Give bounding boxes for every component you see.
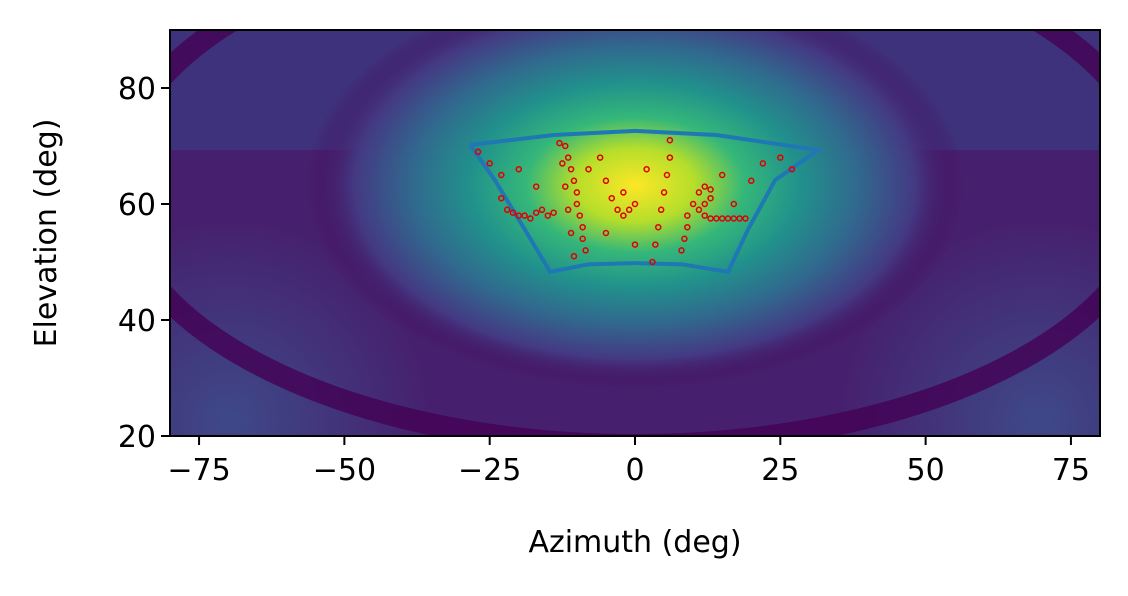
- point: [730, 215, 738, 222]
- point: [486, 160, 493, 167]
- point: [684, 223, 691, 231]
- point: [521, 212, 528, 219]
- point: [474, 148, 482, 156]
- point: [684, 212, 691, 219]
- point: [562, 183, 569, 190]
- point: [643, 165, 650, 173]
- plot-marks: [468, 128, 824, 275]
- point: [695, 206, 703, 214]
- point: [695, 189, 703, 196]
- point: [562, 142, 569, 150]
- heatmap: [170, 30, 1100, 436]
- point: [515, 212, 522, 219]
- point: [730, 200, 738, 208]
- point: [707, 194, 714, 202]
- point: [724, 215, 732, 222]
- point: [620, 212, 627, 219]
- point: [652, 241, 659, 248]
- point: [678, 247, 685, 254]
- point: [564, 206, 572, 214]
- point: [625, 206, 633, 214]
- point: [573, 189, 581, 196]
- point: [579, 235, 586, 243]
- point: [608, 194, 615, 202]
- outline: [468, 128, 824, 275]
- y-tick-label: 40: [118, 304, 156, 339]
- point: [631, 200, 639, 208]
- point: [707, 215, 714, 222]
- point: [602, 177, 610, 185]
- x-tick-label: 0: [625, 453, 644, 488]
- point: [707, 186, 714, 193]
- point: [567, 229, 575, 237]
- point: [570, 177, 578, 185]
- point: [788, 165, 796, 173]
- point: [777, 154, 784, 161]
- point: [614, 206, 621, 214]
- point: [701, 212, 708, 219]
- point: [718, 215, 726, 222]
- x-tick-label: −25: [458, 453, 521, 488]
- x-axis-label: Azimuth (deg): [528, 525, 741, 560]
- point: [579, 223, 586, 231]
- point: [663, 171, 671, 179]
- point: [556, 139, 563, 147]
- point: [509, 209, 517, 216]
- point: [736, 215, 743, 222]
- point: [718, 171, 726, 179]
- point: [559, 160, 566, 167]
- point: [748, 177, 755, 185]
- point: [550, 209, 557, 216]
- x-tick-label: 25: [761, 453, 799, 488]
- point: [582, 247, 589, 254]
- x-tick-label: −50: [313, 453, 376, 488]
- point: [498, 171, 505, 179]
- point: [657, 206, 665, 214]
- point: [527, 215, 534, 222]
- point: [701, 200, 708, 208]
- point: [666, 154, 674, 161]
- point: [759, 160, 767, 167]
- point: [515, 165, 522, 173]
- point: [631, 241, 639, 248]
- point: [532, 209, 540, 216]
- point: [503, 206, 511, 214]
- point: [576, 212, 584, 219]
- point: [567, 165, 575, 173]
- y-axis-label: Elevation (deg): [29, 119, 64, 348]
- point: [544, 212, 552, 219]
- point: [649, 258, 656, 266]
- point: [585, 165, 592, 173]
- point: [681, 235, 688, 243]
- x-tick-label: 50: [907, 453, 945, 488]
- point: [538, 206, 546, 214]
- point: [532, 183, 540, 190]
- point: [742, 215, 749, 222]
- point: [498, 194, 505, 202]
- point: [660, 189, 668, 196]
- x-tick-label: 75: [1052, 453, 1090, 488]
- point: [666, 136, 674, 144]
- point: [570, 252, 578, 260]
- y-tick-label: 60: [118, 188, 156, 223]
- point: [596, 154, 604, 161]
- x-tick-label: −75: [167, 453, 230, 488]
- point: [655, 223, 662, 231]
- y-tick-label: 80: [118, 72, 156, 107]
- point: [689, 200, 697, 208]
- point: [602, 229, 610, 237]
- point: [701, 183, 708, 190]
- point: [713, 215, 720, 222]
- point: [564, 154, 572, 161]
- point: [573, 200, 581, 208]
- y-tick-label: 20: [118, 420, 156, 455]
- point: [620, 189, 627, 196]
